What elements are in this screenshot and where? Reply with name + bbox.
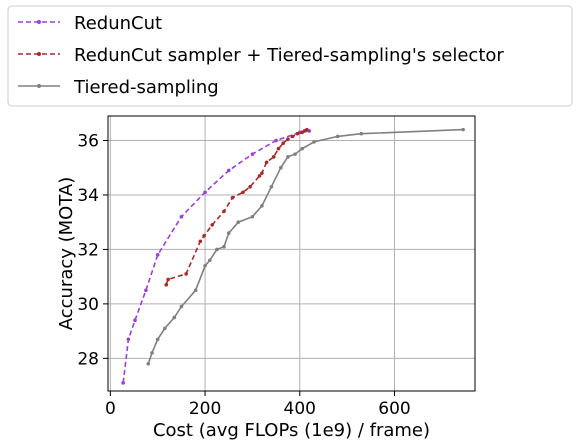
data-point — [179, 304, 184, 309]
legend-item: RedunCut — [18, 13, 162, 34]
legend-label: RedunCut sampler + Tiered-sampling's sel… — [74, 45, 504, 66]
data-point — [250, 214, 255, 219]
data-point — [166, 277, 170, 282]
legend-item: RedunCut sampler + Tiered-sampling's sel… — [18, 45, 504, 66]
data-point — [257, 174, 262, 178]
data-point — [241, 190, 245, 195]
data-point — [203, 263, 207, 268]
data-point — [260, 204, 264, 208]
data-point — [293, 152, 297, 156]
x-tick-label: 0 — [105, 399, 116, 419]
series-2 — [146, 127, 465, 366]
data-point — [300, 146, 304, 151]
y-tick-label: 28 — [77, 349, 99, 369]
legend-frame — [7, 5, 573, 107]
plot-area — [121, 127, 465, 385]
grid — [108, 116, 475, 391]
legend-item: Tiered-sampling — [18, 77, 219, 98]
legend-label: Tiered-sampling — [73, 77, 219, 98]
data-point — [286, 137, 290, 141]
data-point — [184, 272, 188, 276]
data-point — [210, 223, 214, 227]
data-point — [222, 244, 226, 249]
y-tick-label: 30 — [77, 295, 99, 315]
legend-label: RedunCut — [74, 13, 162, 34]
data-point — [236, 220, 241, 224]
data-point — [155, 253, 160, 257]
data-point — [144, 288, 148, 293]
data-point — [172, 315, 177, 320]
legend-marker — [37, 84, 41, 88]
data-point — [359, 131, 364, 136]
data-point — [202, 234, 206, 238]
data-point — [295, 131, 300, 136]
data-point — [264, 160, 269, 165]
data-point — [163, 326, 167, 331]
data-point — [198, 239, 203, 244]
data-point — [164, 283, 169, 287]
data-point — [121, 381, 125, 385]
data-point — [271, 155, 276, 159]
data-point — [126, 337, 131, 342]
data-point — [179, 214, 184, 219]
axis-ticks: 0 200 400 600 28 30 32 34 36 — [77, 132, 410, 419]
data-point — [226, 168, 231, 173]
x-tick-label: 400 — [284, 399, 316, 419]
series-line — [122, 130, 310, 383]
y-tick-label: 32 — [77, 240, 99, 260]
data-point — [281, 141, 286, 146]
data-point — [155, 337, 160, 342]
data-point — [248, 184, 252, 189]
x-tick-label: 200 — [189, 399, 221, 419]
y-tick-label: 34 — [77, 186, 99, 206]
series-line — [165, 128, 308, 286]
data-point — [286, 155, 290, 159]
y-tick-label: 36 — [77, 132, 99, 152]
data-point — [208, 258, 212, 263]
data-point — [260, 171, 264, 175]
series-1 — [164, 127, 309, 287]
x-axis-label: Cost (avg FLOPs (1e9) / frame) — [153, 420, 430, 441]
data-point — [269, 184, 274, 189]
data-point — [215, 247, 219, 252]
data-point — [279, 165, 283, 170]
data-point — [250, 152, 255, 156]
data-point — [290, 134, 295, 139]
legend: RedunCut RedunCut sampler + Tiered-sampli… — [7, 5, 573, 107]
x-tick-label: 600 — [378, 399, 410, 419]
data-point — [150, 351, 154, 355]
data-point — [276, 146, 281, 151]
data-point — [461, 127, 465, 132]
series-line — [147, 128, 464, 365]
data-point — [274, 138, 278, 143]
data-point — [146, 361, 151, 366]
data-point — [312, 140, 316, 144]
data-point — [193, 288, 198, 293]
data-point — [305, 127, 309, 132]
plot-frame — [107, 115, 476, 392]
data-point — [133, 318, 137, 323]
legend-marker — [37, 20, 41, 24]
data-point — [335, 134, 340, 139]
y-axis-label: Accuracy (MOTA) — [56, 177, 77, 331]
data-point — [203, 190, 207, 195]
data-point — [226, 231, 231, 235]
data-point — [230, 195, 235, 200]
legend-marker — [37, 52, 41, 56]
data-point — [222, 209, 226, 214]
